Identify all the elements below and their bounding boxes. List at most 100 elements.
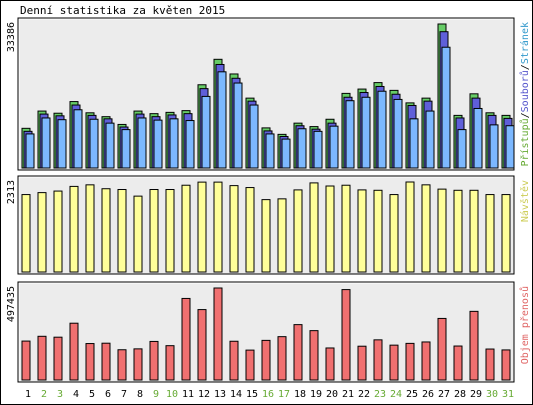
x-tick-label-29: 29 <box>470 389 482 400</box>
x-tick-label-17: 17 <box>278 389 290 400</box>
bar-stránek-30 <box>489 124 499 169</box>
legend-entry: Stránek <box>519 22 531 64</box>
bar-bottom-25 <box>405 342 415 381</box>
bar-stránek-27 <box>441 46 451 169</box>
legend-entry: / <box>520 64 531 70</box>
bar-bottom-27 <box>437 317 447 381</box>
bar-bottom-12 <box>197 309 207 381</box>
x-tick-label-4: 4 <box>73 389 79 400</box>
bar-bottom-16 <box>261 339 271 381</box>
bar-middle-23 <box>373 189 383 273</box>
bar-middle-5 <box>85 184 95 273</box>
bar-stránek-4 <box>73 109 83 169</box>
bar-stránek-26 <box>425 110 435 169</box>
bar-stránek-29 <box>473 107 483 169</box>
x-tick-label-25: 25 <box>406 389 418 400</box>
bar-bottom-1 <box>21 340 31 381</box>
bar-stránek-6 <box>105 122 115 169</box>
bar-stránek-11 <box>185 120 195 169</box>
bar-stránek-1 <box>25 133 35 169</box>
bar-stránek-10 <box>169 118 179 169</box>
bar-middle-3 <box>53 190 63 273</box>
bar-middle-10 <box>165 189 175 273</box>
chart-title: Denní statistika za květen 2015 <box>20 4 226 17</box>
x-tick-label-27: 27 <box>438 389 450 400</box>
x-tick-label-24: 24 <box>390 389 402 400</box>
bar-middle-20 <box>325 185 335 273</box>
legend-entry: Návštěv <box>519 180 531 222</box>
y-max-label-middle: 2313 <box>6 180 17 204</box>
x-tick-label-22: 22 <box>358 389 370 400</box>
bar-bottom-5 <box>85 343 95 381</box>
bar-bottom-11 <box>181 297 191 381</box>
x-tick-label-14: 14 <box>230 389 242 400</box>
bar-bottom-13 <box>213 287 223 381</box>
bar-middle-18 <box>293 189 303 273</box>
x-tick-label-30: 30 <box>486 389 498 400</box>
panel-bottom: 497435 Objem přenosů <box>6 281 531 383</box>
legend-middle: Návštěv <box>519 180 531 222</box>
bar-stránek-24 <box>393 98 403 169</box>
y-max-label-bottom: 497435 <box>6 286 17 322</box>
bar-stránek-21 <box>345 100 355 169</box>
y-max-label-top: 33386 <box>6 22 17 52</box>
bar-middle-13 <box>213 181 223 273</box>
bar-bottom-24 <box>389 344 399 381</box>
bar-middle-12 <box>197 181 207 273</box>
bar-middle-16 <box>261 199 271 273</box>
panel-middle: 2313 Návštěv <box>6 175 531 275</box>
bar-middle-4 <box>69 185 79 273</box>
x-tick-label-23: 23 <box>374 389 386 400</box>
bar-middle-29 <box>469 189 479 273</box>
bar-middle-9 <box>149 189 159 273</box>
bar-middle-14 <box>229 185 239 273</box>
bar-bottom-14 <box>229 340 239 381</box>
bar-middle-22 <box>357 189 367 273</box>
bar-bottom-6 <box>101 342 111 381</box>
bar-middle-27 <box>437 188 447 273</box>
x-tick-label-20: 20 <box>326 389 338 400</box>
bar-stránek-20 <box>329 125 339 169</box>
bar-bottom-20 <box>325 347 335 381</box>
bar-bottom-3 <box>53 336 63 381</box>
bar-bottom-28 <box>453 345 463 381</box>
bar-middle-26 <box>421 184 431 273</box>
x-tick-label-18: 18 <box>294 389 306 400</box>
bar-stránek-17 <box>281 138 291 169</box>
x-tick-label-19: 19 <box>310 389 322 400</box>
bar-middle-19 <box>309 182 319 273</box>
bar-stránek-16 <box>265 133 275 169</box>
bar-stránek-13 <box>217 71 227 169</box>
bar-stránek-22 <box>361 96 371 169</box>
bar-bottom-2 <box>37 335 47 381</box>
bar-middle-31 <box>501 194 511 273</box>
bar-middle-7 <box>117 189 127 273</box>
legend-bottom: Objem přenosů <box>519 286 531 364</box>
x-tick-label-28: 28 <box>454 389 466 400</box>
bar-stránek-7 <box>121 129 131 169</box>
x-tick-label-10: 10 <box>166 389 178 400</box>
bar-stránek-12 <box>201 95 211 169</box>
x-tick-label-15: 15 <box>246 389 258 400</box>
bar-bottom-9 <box>149 340 159 381</box>
bar-bottom-10 <box>165 345 175 381</box>
bar-bottom-4 <box>69 322 79 381</box>
bar-stránek-2 <box>41 117 51 169</box>
bar-stránek-14 <box>233 82 243 169</box>
bar-middle-6 <box>101 188 111 273</box>
x-tick-label-21: 21 <box>342 389 354 400</box>
x-tick-label-6: 6 <box>105 389 111 400</box>
bar-stránek-31 <box>505 125 515 169</box>
legend-entry: / <box>520 112 531 118</box>
bar-bottom-29 <box>469 310 479 381</box>
x-tick-label-11: 11 <box>182 389 194 400</box>
bar-bottom-30 <box>485 348 495 381</box>
bar-stránek-15 <box>249 104 259 169</box>
legend-entry: Souborů <box>519 70 531 112</box>
bar-bottom-8 <box>133 348 143 381</box>
bar-middle-28 <box>453 189 463 273</box>
bar-stránek-25 <box>409 118 419 169</box>
bar-middle-1 <box>21 194 31 273</box>
